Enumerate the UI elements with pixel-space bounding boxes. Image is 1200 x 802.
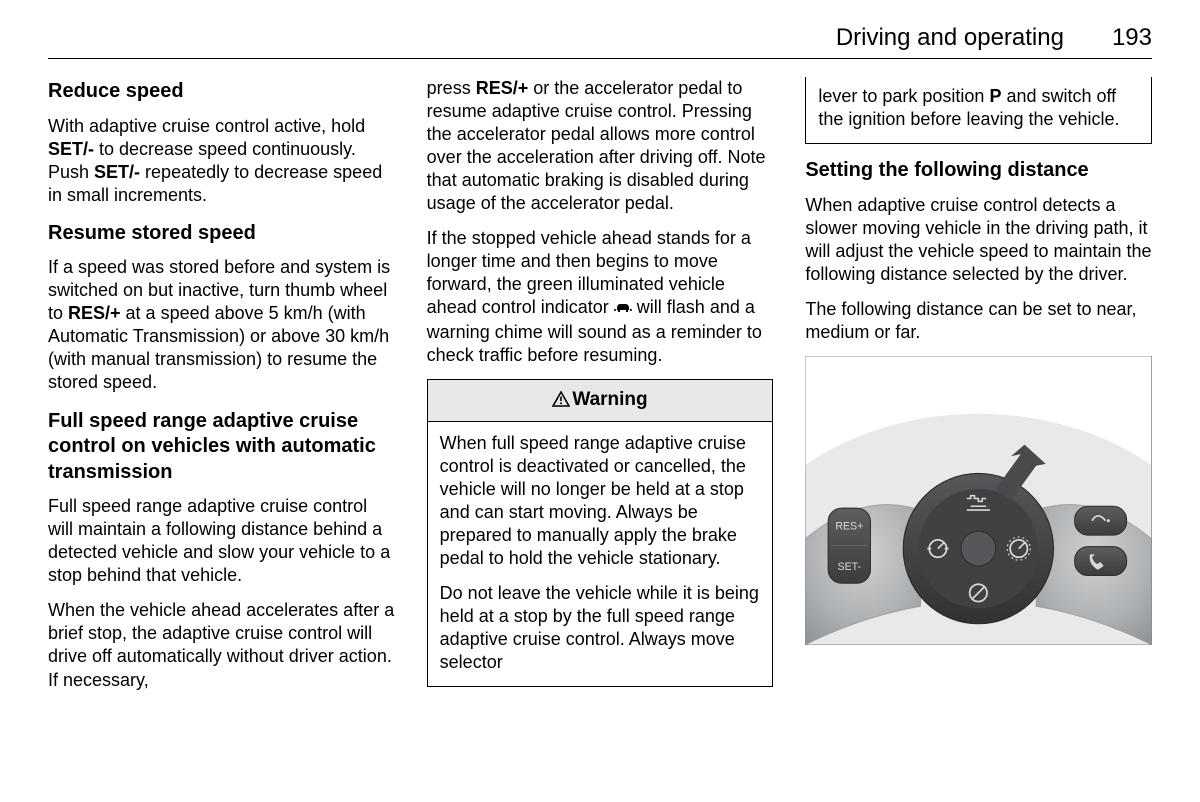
res-plus-label: RES/+ [476,78,529,98]
set-minus-label: SET/- [94,162,140,182]
para-stopped-vehicle: If the stopped vehicle ahead stands for … [427,227,774,367]
page-header: Driving and operating 193 [48,24,1152,59]
para-following-1: When adaptive cruise control detects a s… [805,194,1152,286]
text: lever to park position [818,86,989,106]
text: or the accelerator pedal to resume adapt… [427,78,766,213]
para-full-range-2: When the vehicle ahead accelerates after… [48,599,395,691]
set-minus-glyph: SET- [838,561,862,573]
heading-reduce-speed: Reduce speed [48,79,395,105]
text: With adaptive cruise control active, hol… [48,116,365,136]
heading-resume-speed: Resume stored speed [48,221,395,247]
text: press [427,78,476,98]
warning-para-2: Do not leave the vehicle while it is bei… [440,582,761,674]
set-minus-label: SET/- [48,139,94,159]
content-columns: Reduce speed With adaptive cruise contro… [48,77,1152,704]
vehicle-ahead-icon [614,298,632,321]
para-following-2: The following distance can be set to nea… [805,298,1152,344]
steering-wheel-figure: RES+ SET- [805,356,1152,645]
center-control-cluster [904,473,1054,623]
warning-para-1: When full speed range adaptive cruise co… [440,432,761,570]
column-2: press RES/+ or the accelerator pedal to … [427,77,774,704]
para-press-res: press RES/+ or the accelerator pedal to … [427,77,774,215]
right-button-phone [1075,547,1127,576]
section-title: Driving and operating [836,24,1064,52]
heading-full-range: Full speed range adaptive cruise control… [48,409,395,486]
page-number: 193 [1112,24,1152,52]
warning-header: Warning [428,380,773,421]
res-plus-glyph: RES+ [836,520,864,532]
right-button-voice [1075,506,1127,535]
column-3: lever to park position P and switch off … [805,77,1152,704]
center-knob [961,531,996,566]
heading-following-distance: Setting the following distance [805,158,1152,184]
warning-title: Warning [572,389,647,410]
para-reduce-speed: With adaptive cruise control active, hol… [48,115,395,207]
column-1: Reduce speed With adaptive cruise contro… [48,77,395,704]
park-position-label: P [989,86,1001,106]
para-resume-speed: If a speed was stored before and system … [48,256,395,394]
warning-box: Warning When full speed range adaptive c… [427,379,774,687]
warning-body: When full speed range adaptive cruise co… [428,422,773,686]
warning-triangle-icon [552,389,572,410]
warning-carryover-box: lever to park position P and switch off … [805,77,1152,144]
para-full-range-1: Full speed range adaptive cruise control… [48,495,395,587]
res-plus-label: RES/+ [68,303,121,323]
